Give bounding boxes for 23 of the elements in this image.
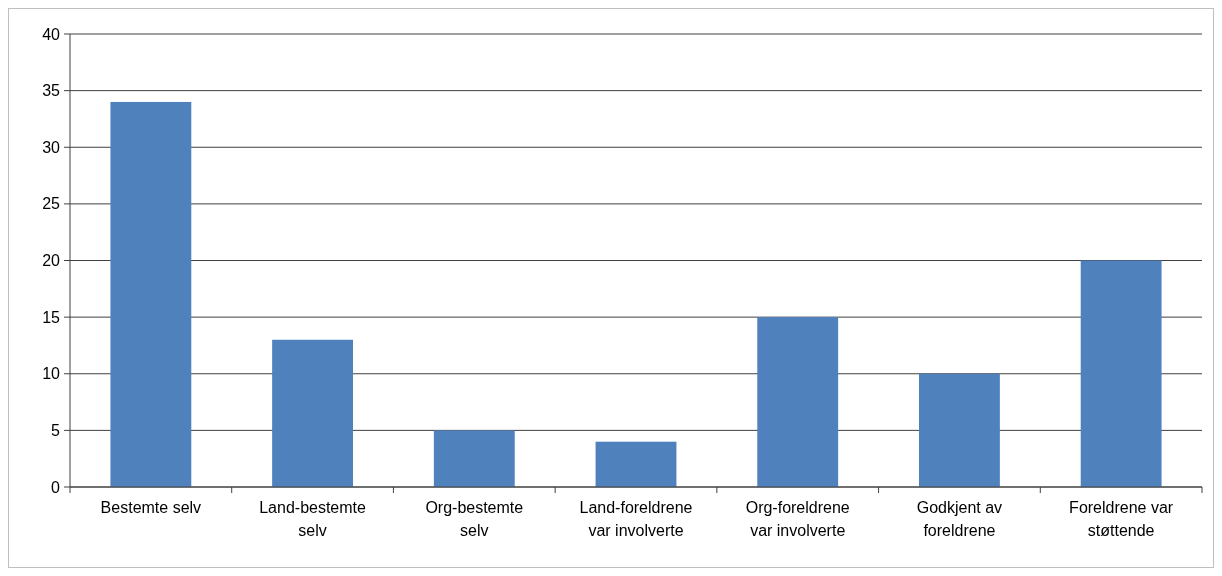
x-tick-label: Org-foreldrene var involverte [745, 499, 850, 539]
y-tick-label: 25 [42, 195, 61, 213]
x-tick-label: Org-bestemte selv [425, 499, 524, 539]
x-tick-label: Bestemte selv [100, 499, 202, 516]
y-tick-label: 10 [42, 365, 61, 383]
y-tick-label: 40 [42, 25, 61, 43]
bar [272, 339, 353, 487]
bar [595, 441, 677, 487]
x-tick-label: Godkjent av foreldrene [916, 499, 1003, 539]
x-tick-label: Land-foreldrene var involverte [579, 499, 693, 539]
bar [1080, 260, 1162, 487]
bar [110, 101, 192, 487]
y-tick-label: 35 [42, 82, 61, 100]
bar [433, 430, 515, 487]
bar [757, 317, 839, 487]
x-tick-label: Foreldrene var støttende [1069, 499, 1174, 539]
y-tick-label: 5 [51, 421, 61, 439]
y-tick-label: 20 [42, 252, 61, 270]
bar [919, 373, 1000, 487]
y-tick-label: 30 [42, 138, 61, 156]
y-tick-label: 0 [51, 478, 61, 496]
x-tick-label: Land-bestemte selv [259, 499, 367, 539]
y-tick-label: 15 [42, 308, 61, 326]
